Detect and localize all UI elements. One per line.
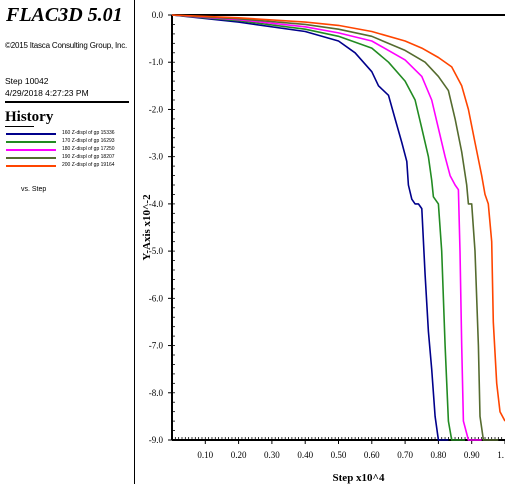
legend-swatch	[6, 141, 56, 143]
y-tick-label: -3.0	[149, 152, 164, 162]
legend-swatch	[6, 165, 56, 167]
legend-swatch	[6, 133, 56, 135]
y-tick-label: -1.0	[149, 57, 164, 67]
x-tick-label: 0.20	[231, 450, 247, 460]
y-tick-label: -4.0	[149, 199, 164, 209]
x-axis-title: Step x10^4	[333, 472, 385, 484]
legend-label: 190 Z-displ of gp 18207	[62, 154, 115, 160]
x-tick-label: 0.10	[197, 450, 213, 460]
series-line-3	[171, 14, 482, 441]
series-line-4	[171, 14, 499, 441]
x-tick-label: 0.90	[464, 450, 480, 460]
app-title: FLAC3D 5.01	[6, 4, 123, 26]
legend-swatch	[6, 149, 56, 151]
x-tick-label: 0.80	[431, 450, 447, 460]
y-tick-label: -9.0	[149, 435, 164, 445]
legend-label: 180 Z-displ of gp 17250	[62, 146, 115, 152]
y-tick-label: -8.0	[149, 388, 164, 398]
legend-panel: FLAC3D 5.01 ©2015 Itasca Consulting Grou…	[0, 0, 135, 484]
history-title: History	[5, 109, 54, 125]
y-tick-label: -2.0	[149, 104, 164, 114]
series-line-2	[171, 14, 465, 441]
legend-label: 160 Z-displ of gp 15336	[62, 130, 115, 136]
step-label: Step 10042	[5, 76, 49, 86]
y-tick-label: -6.0	[149, 293, 164, 303]
copyright-text: ©2015 Itasca Consulting Group, Inc.	[5, 41, 128, 50]
y-tick-label: -5.0	[149, 246, 164, 256]
x-tick-label: 0.40	[297, 450, 313, 460]
y-tick-label: 0.0	[152, 10, 164, 20]
y-axis-title: Y-Axis x10^-2	[141, 194, 153, 261]
datetime-label: 4/29/2018 4:27:23 PM	[5, 88, 89, 98]
x-tick-label: 0.50	[331, 450, 347, 460]
x-tick-label: 0.70	[397, 450, 413, 460]
series-line-1	[171, 14, 449, 441]
y-tick-label: -7.0	[149, 341, 164, 351]
x-tick-label: 1.	[497, 450, 504, 460]
series-line-5	[171, 14, 505, 422]
history-underline	[5, 126, 34, 127]
legend-label: 200 Z-displ of gp 19164	[62, 162, 115, 168]
x-tick-label: 0.60	[364, 450, 380, 460]
vs-step-label: vs. Step	[21, 186, 47, 193]
legend-label: 170 Z-displ of gp 16293	[62, 138, 115, 144]
x-tick-label: 0.30	[264, 450, 280, 460]
legend-swatch	[6, 157, 56, 159]
separator	[5, 101, 129, 103]
